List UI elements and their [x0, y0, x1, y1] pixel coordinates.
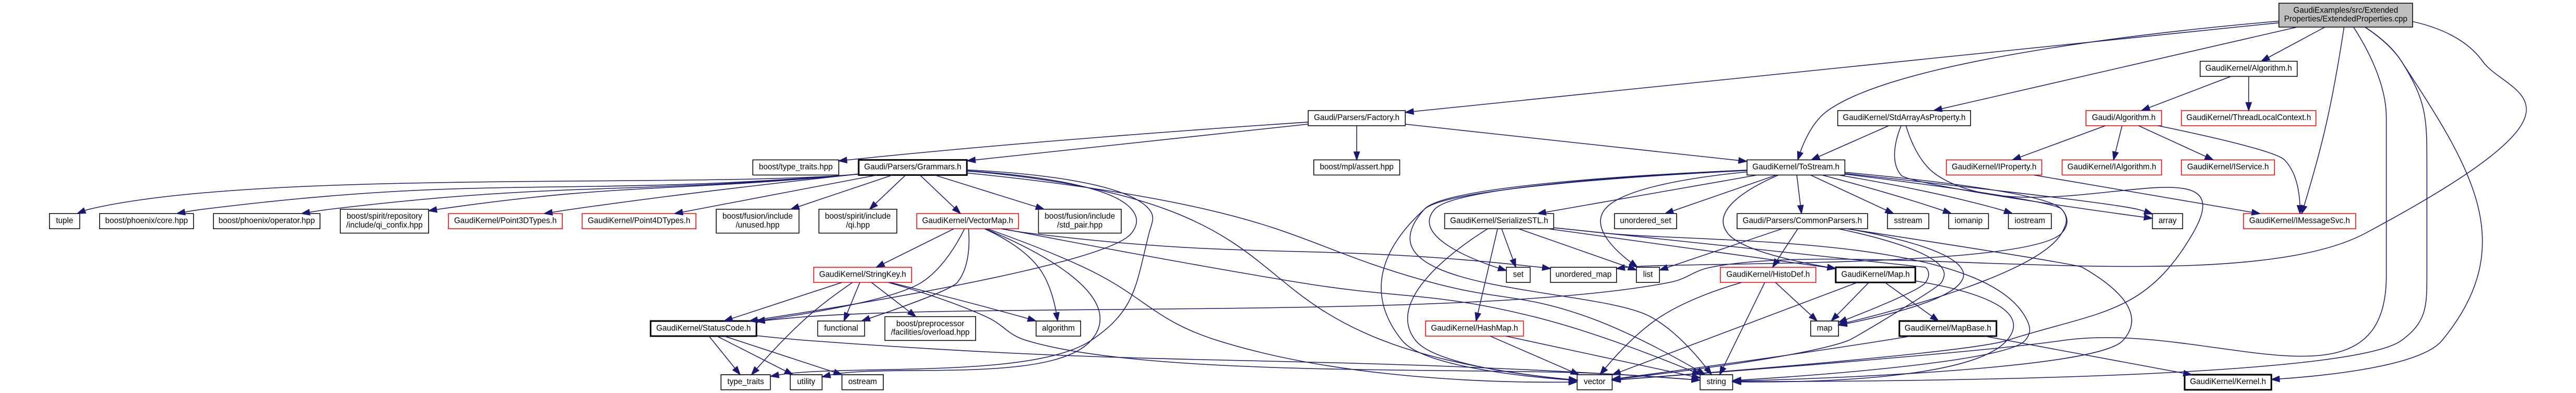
svg-text:sstream: sstream — [1894, 217, 1922, 225]
svg-text:type_traits: type_traits — [727, 377, 764, 386]
svg-text:Gaudi/Algorithm.h: Gaudi/Algorithm.h — [2092, 113, 2156, 122]
svg-text:GaudiKernel/Kernel.h: GaudiKernel/Kernel.h — [2190, 377, 2266, 386]
svg-text:string: string — [1707, 377, 1726, 386]
svg-text:boost/spirit/include: boost/spirit/include — [825, 212, 891, 221]
svg-text:GaudiKernel/StatusCode.h: GaudiKernel/StatusCode.h — [656, 324, 751, 332]
svg-text:boost/spirit/repository: boost/spirit/repository — [347, 212, 422, 221]
svg-text:/qi.hpp: /qi.hpp — [846, 221, 870, 230]
svg-text:GaudiKernel/ThreadLocalContext: GaudiKernel/ThreadLocalContext.h — [2187, 113, 2311, 122]
svg-text:boost/preprocessor: boost/preprocessor — [896, 319, 964, 328]
svg-text:boost/type_traits.hpp: boost/type_traits.hpp — [759, 163, 833, 172]
svg-text:boost/phoenix/core.hpp: boost/phoenix/core.hpp — [105, 217, 188, 225]
svg-text:boost/fusion/include: boost/fusion/include — [1044, 212, 1115, 221]
svg-text:ostream: ostream — [848, 377, 877, 386]
svg-text:GaudiKernel/StdArrayAsProperty: GaudiKernel/StdArrayAsProperty.h — [1843, 113, 1965, 122]
svg-text:GaudiKernel/IAlgorithm.h: GaudiKernel/IAlgorithm.h — [2068, 163, 2156, 172]
svg-text:GaudiKernel/VectorMap.h: GaudiKernel/VectorMap.h — [922, 217, 1013, 225]
svg-text:GaudiKernel/SerializeSTL.h: GaudiKernel/SerializeSTL.h — [1450, 217, 1548, 225]
svg-text:/include/qi_confix.hpp: /include/qi_confix.hpp — [346, 221, 423, 230]
svg-text:GaudiKernel/IProperty.h: GaudiKernel/IProperty.h — [1952, 163, 2036, 172]
svg-text:iomanip: iomanip — [1955, 217, 1983, 225]
svg-text:boost/fusion/include: boost/fusion/include — [722, 212, 793, 221]
svg-text:GaudiKernel/StringKey.h: GaudiKernel/StringKey.h — [819, 270, 906, 279]
svg-text:GaudiKernel/ToStream.h: GaudiKernel/ToStream.h — [1752, 163, 1839, 172]
svg-text:GaudiKernel/Map.h: GaudiKernel/Map.h — [1841, 270, 1909, 279]
svg-text:boost/phoenix/operator.hpp: boost/phoenix/operator.hpp — [219, 217, 315, 225]
svg-text:GaudiKernel/Algorithm.h: GaudiKernel/Algorithm.h — [2205, 64, 2292, 73]
svg-text:tuple: tuple — [56, 217, 73, 225]
svg-text:GaudiKernel/MapBase.h: GaudiKernel/MapBase.h — [1905, 324, 1991, 332]
svg-text:algorithm: algorithm — [1042, 324, 1075, 332]
svg-text:GaudiKernel/HashMap.h: GaudiKernel/HashMap.h — [1431, 324, 1518, 332]
svg-text:/unused.hpp: /unused.hpp — [735, 221, 779, 230]
svg-text:unordered_map: unordered_map — [1556, 270, 1612, 279]
svg-text:unordered_set: unordered_set — [1620, 217, 1671, 225]
svg-text:vector: vector — [1584, 377, 1605, 386]
svg-text:Gaudi/Parsers/CommonParsers.h: Gaudi/Parsers/CommonParsers.h — [1742, 217, 1862, 225]
svg-text:Properties/ExtendedProperties.: Properties/ExtendedProperties.cpp — [2284, 15, 2407, 23]
svg-text:Gaudi/Parsers/Grammars.h: Gaudi/Parsers/Grammars.h — [864, 163, 961, 172]
svg-text:/std_pair.hpp: /std_pair.hpp — [1057, 221, 1102, 230]
svg-text:GaudiKernel/IService.h: GaudiKernel/IService.h — [2187, 163, 2269, 172]
svg-text:GaudiKernel/HistoDef.h: GaudiKernel/HistoDef.h — [1726, 270, 1810, 279]
svg-text:list: list — [1643, 270, 1653, 279]
svg-text:map: map — [1817, 324, 1833, 332]
svg-text:GaudiKernel/Point4DTypes.h: GaudiKernel/Point4DTypes.h — [588, 217, 690, 225]
svg-text:functional: functional — [824, 324, 858, 332]
svg-text:GaudiKernel/Point3DTypes.h: GaudiKernel/Point3DTypes.h — [454, 217, 556, 225]
svg-text:/facilities/overload.hpp: /facilities/overload.hpp — [891, 328, 970, 337]
svg-text:GaudiKernel/IMessageSvc.h: GaudiKernel/IMessageSvc.h — [2249, 217, 2350, 225]
svg-text:iostream: iostream — [2015, 217, 2045, 225]
svg-text:GaudiExamples/src/Extended: GaudiExamples/src/Extended — [2294, 6, 2399, 15]
svg-text:Gaudi/Parsers/Factory.h: Gaudi/Parsers/Factory.h — [1314, 113, 1399, 122]
svg-text:utility: utility — [797, 377, 815, 386]
svg-text:boost/mpl/assert.hpp: boost/mpl/assert.hpp — [1320, 163, 1393, 172]
svg-text:array: array — [2158, 217, 2177, 225]
svg-text:set: set — [1513, 270, 1524, 279]
